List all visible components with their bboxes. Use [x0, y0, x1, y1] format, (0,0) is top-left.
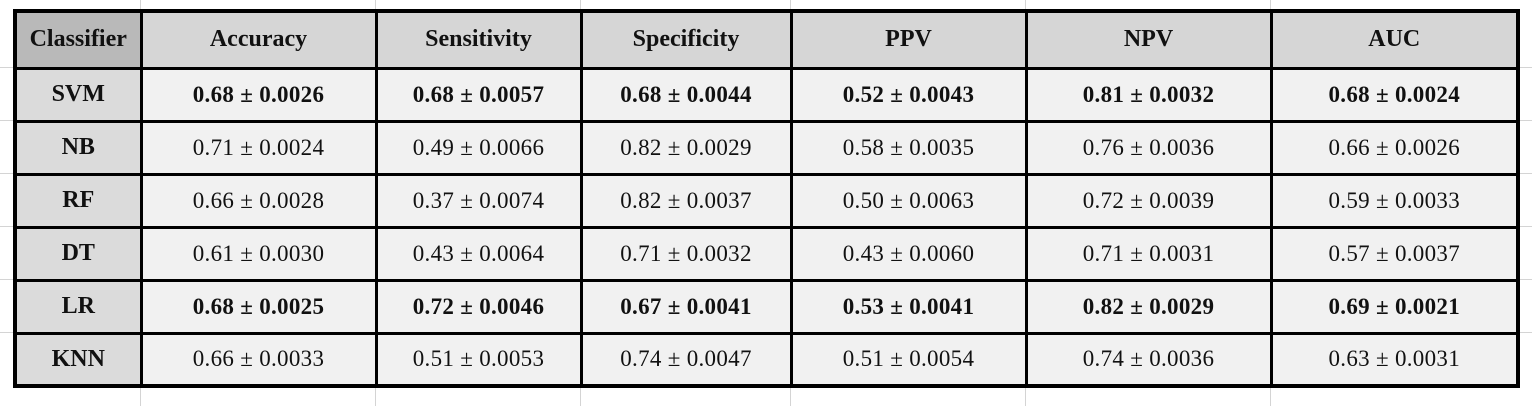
row-header-rf: RF — [13, 172, 143, 229]
gridline-tick — [0, 332, 13, 333]
cell-lr-ppv: 0.53 ± 0.0041 — [789, 278, 1028, 335]
results-table: Classifier Accuracy Sensitivity Specific… — [13, 9, 1520, 388]
cell-nb-specificity: 0.82 ± 0.0029 — [579, 119, 793, 176]
cell-dt-sensitivity: 0.43 ± 0.0064 — [374, 225, 583, 282]
cell-lr-sensitivity: 0.72 ± 0.0046 — [374, 278, 583, 335]
cell-dt-accuracy: 0.61 ± 0.0030 — [139, 225, 378, 282]
gridline-tick — [375, 386, 376, 406]
gridline-tick — [1516, 173, 1532, 174]
cell-dt-specificity: 0.71 ± 0.0032 — [579, 225, 793, 282]
cell-svm-npv: 0.81 ± 0.0032 — [1024, 66, 1273, 123]
gridline-tick — [375, 0, 376, 9]
cell-svm-sensitivity: 0.68 ± 0.0057 — [374, 66, 583, 123]
header-row: Classifier Accuracy Sensitivity Specific… — [13, 9, 1520, 70]
cell-rf-sensitivity: 0.37 ± 0.0074 — [374, 172, 583, 229]
gridline-tick — [140, 386, 141, 406]
cell-nb-auc: 0.66 ± 0.0026 — [1269, 119, 1520, 176]
gridline-tick — [580, 386, 581, 406]
cell-lr-npv: 0.82 ± 0.0029 — [1024, 278, 1273, 335]
cell-knn-accuracy: 0.66 ± 0.0033 — [139, 331, 378, 388]
row-header-dt: DT — [13, 225, 143, 282]
cell-rf-specificity: 0.82 ± 0.0037 — [579, 172, 793, 229]
gridline-tick — [0, 173, 13, 174]
cell-lr-accuracy: 0.68 ± 0.0025 — [139, 278, 378, 335]
gridline-tick — [1516, 226, 1532, 227]
gridline-tick — [0, 226, 13, 227]
gridline-tick — [140, 0, 141, 9]
cell-knn-npv: 0.74 ± 0.0036 — [1024, 331, 1273, 388]
gridline-tick — [1516, 67, 1532, 68]
table-row-nb: NB 0.71 ± 0.0024 0.49 ± 0.0066 0.82 ± 0.… — [13, 119, 1520, 176]
cell-knn-sensitivity: 0.51 ± 0.0053 — [374, 331, 583, 388]
cell-svm-ppv: 0.52 ± 0.0043 — [789, 66, 1028, 123]
table-row-lr: LR 0.68 ± 0.0025 0.72 ± 0.0046 0.67 ± 0.… — [13, 278, 1520, 335]
table-row-knn: KNN 0.66 ± 0.0033 0.51 ± 0.0053 0.74 ± 0… — [13, 331, 1520, 388]
cell-rf-accuracy: 0.66 ± 0.0028 — [139, 172, 378, 229]
gridline-tick — [1025, 386, 1026, 406]
column-header-sensitivity: Sensitivity — [374, 9, 583, 70]
gridline-tick — [1025, 0, 1026, 9]
gridline-tick — [1516, 120, 1532, 121]
cell-nb-sensitivity: 0.49 ± 0.0066 — [374, 119, 583, 176]
gridline-tick — [790, 0, 791, 9]
cell-svm-specificity: 0.68 ± 0.0044 — [579, 66, 793, 123]
table-row-svm: SVM 0.68 ± 0.0026 0.68 ± 0.0057 0.68 ± 0… — [13, 66, 1520, 123]
column-header-auc: AUC — [1269, 9, 1520, 70]
cell-knn-specificity: 0.74 ± 0.0047 — [579, 331, 793, 388]
gridline-tick — [0, 279, 13, 280]
gridline-tick — [1270, 386, 1271, 406]
table-row-dt: DT 0.61 ± 0.0030 0.43 ± 0.0064 0.71 ± 0.… — [13, 225, 1520, 282]
cell-rf-ppv: 0.50 ± 0.0063 — [789, 172, 1028, 229]
cell-dt-npv: 0.71 ± 0.0031 — [1024, 225, 1273, 282]
cell-lr-auc: 0.69 ± 0.0021 — [1269, 278, 1520, 335]
cell-rf-auc: 0.59 ± 0.0033 — [1269, 172, 1520, 229]
cell-rf-npv: 0.72 ± 0.0039 — [1024, 172, 1273, 229]
cell-knn-ppv: 0.51 ± 0.0054 — [789, 331, 1028, 388]
gridline-tick — [790, 386, 791, 406]
gridline-tick — [1516, 279, 1532, 280]
row-header-lr: LR — [13, 278, 143, 335]
gridline-tick — [0, 120, 13, 121]
row-header-knn: KNN — [13, 331, 143, 388]
column-header-specificity: Specificity — [579, 9, 793, 70]
cell-knn-auc: 0.63 ± 0.0031 — [1269, 331, 1520, 388]
row-header-nb: NB — [13, 119, 143, 176]
gridline-tick — [1270, 0, 1271, 9]
cell-dt-auc: 0.57 ± 0.0037 — [1269, 225, 1520, 282]
row-header-svm: SVM — [13, 66, 143, 123]
cell-lr-specificity: 0.67 ± 0.0041 — [579, 278, 793, 335]
gridline-tick — [0, 67, 13, 68]
column-header-npv: NPV — [1024, 9, 1273, 70]
gridline-tick — [1516, 332, 1532, 333]
column-header-classifier: Classifier — [13, 9, 143, 70]
column-header-ppv: PPV — [789, 9, 1028, 70]
column-header-accuracy: Accuracy — [139, 9, 378, 70]
cell-nb-ppv: 0.58 ± 0.0035 — [789, 119, 1028, 176]
cell-nb-npv: 0.76 ± 0.0036 — [1024, 119, 1273, 176]
cell-svm-auc: 0.68 ± 0.0024 — [1269, 66, 1520, 123]
cell-nb-accuracy: 0.71 ± 0.0024 — [139, 119, 378, 176]
cell-dt-ppv: 0.43 ± 0.0060 — [789, 225, 1028, 282]
gridline-tick — [580, 0, 581, 9]
table-row-rf: RF 0.66 ± 0.0028 0.37 ± 0.0074 0.82 ± 0.… — [13, 172, 1520, 229]
cell-svm-accuracy: 0.68 ± 0.0026 — [139, 66, 378, 123]
